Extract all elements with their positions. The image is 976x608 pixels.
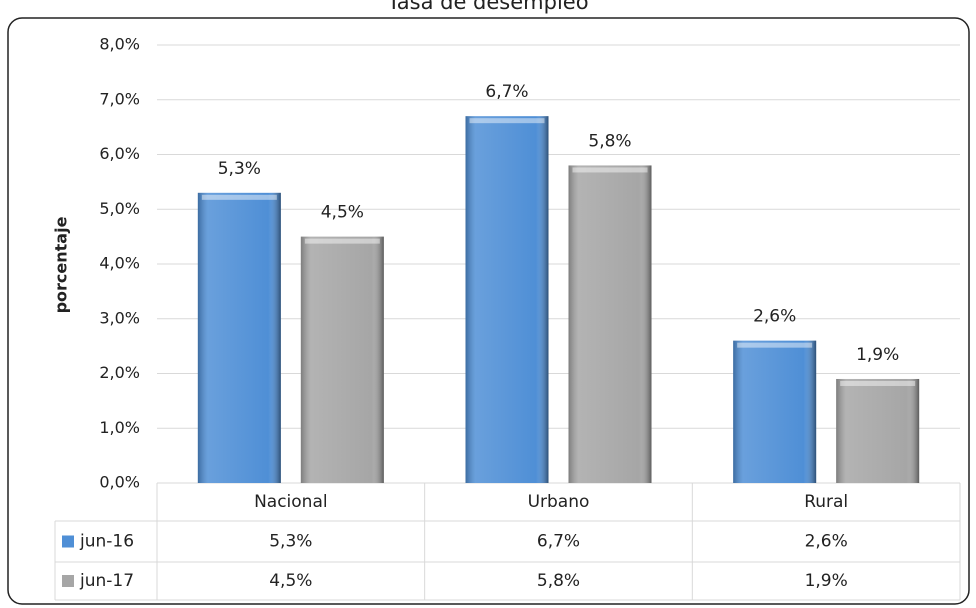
- table-value: 5,8%: [537, 571, 580, 591]
- y-tick-label: 7,0%: [99, 89, 140, 108]
- bar-top: [201, 194, 277, 200]
- bar-top: [840, 380, 916, 386]
- y-tick-label: 5,0%: [99, 199, 140, 218]
- y-tick-label: 0,0%: [99, 473, 140, 492]
- y-tick-label: 6,0%: [99, 144, 140, 163]
- data-label: 6,7%: [485, 82, 528, 102]
- bar-shade: [197, 192, 281, 483]
- x-tick-label: Rural: [804, 492, 848, 512]
- data-label: 5,3%: [218, 159, 261, 179]
- legend-swatch: [62, 575, 74, 587]
- x-tick-label: Nacional: [254, 492, 328, 512]
- y-axis-label: porcentaje: [52, 216, 71, 313]
- bar-shade: [568, 165, 652, 483]
- data-label: 2,6%: [753, 307, 796, 327]
- table-value: 2,6%: [805, 532, 848, 552]
- legend-label: jun-17: [79, 571, 134, 591]
- bar-top: [737, 342, 813, 348]
- y-tick-label: 3,0%: [99, 308, 140, 327]
- table-value: 5,3%: [269, 532, 312, 552]
- legend-label: jun-16: [79, 532, 134, 552]
- table-value: 1,9%: [805, 571, 848, 591]
- y-tick-label: 4,0%: [99, 254, 140, 273]
- bar-shade: [465, 116, 549, 484]
- y-tick-label: 2,0%: [99, 363, 140, 382]
- bar-top: [572, 167, 648, 173]
- bar-top: [304, 238, 380, 244]
- bar-shade: [300, 236, 384, 483]
- chart-title: Tasa de desempleo: [386, 0, 588, 14]
- table-value: 4,5%: [269, 571, 312, 591]
- x-tick-label: Urbano: [528, 492, 590, 512]
- bar-shade: [836, 378, 920, 483]
- bar-top: [469, 118, 545, 124]
- legend-swatch: [62, 535, 74, 548]
- data-label: 1,9%: [856, 345, 899, 365]
- y-tick-label: 8,0%: [99, 35, 140, 54]
- data-label: 5,8%: [588, 131, 631, 151]
- bar-shade: [733, 340, 817, 483]
- data-label: 4,5%: [321, 203, 364, 223]
- table-value: 6,7%: [537, 532, 580, 552]
- y-tick-label: 1,0%: [99, 418, 140, 437]
